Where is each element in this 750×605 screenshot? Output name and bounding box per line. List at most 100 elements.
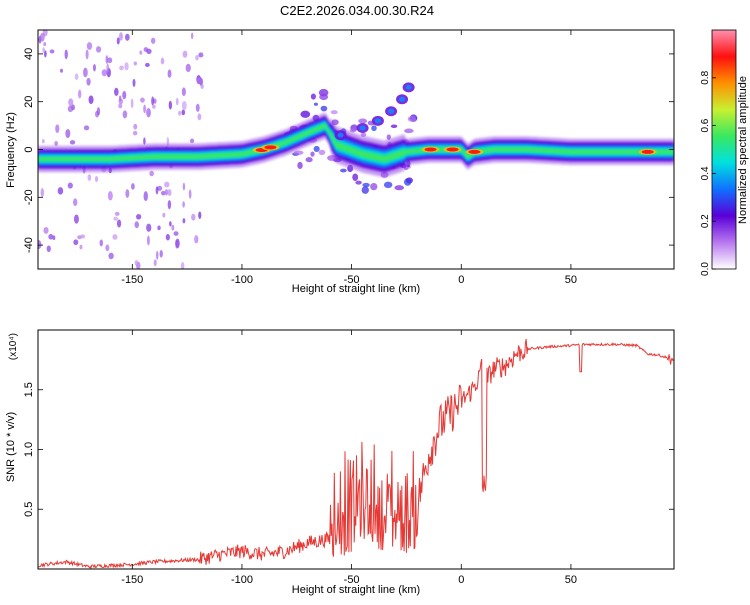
heatmap-noise-speckle — [124, 62, 129, 71]
heatmap-noise-speckle — [143, 104, 147, 114]
heatmap-noise-speckle — [160, 190, 166, 196]
spectrogram-x-axis-label: Height of straight line (km) — [292, 283, 420, 295]
heatmap-ridge-band — [38, 123, 674, 163]
heatmap-noise-speckle — [133, 123, 138, 130]
heatmap-noise-speckle — [69, 140, 76, 145]
heatmap-peak-core — [264, 145, 277, 150]
heatmap-noise-speckle — [151, 96, 155, 106]
heatmap-peak-core — [641, 149, 654, 154]
heatmap-noise-speckle — [46, 245, 51, 253]
heatmap-noise-speckle — [86, 42, 93, 50]
snr-x-tick-label: -100 — [231, 574, 253, 586]
heatmap-noise-speckle — [197, 77, 202, 84]
heatmap-noise-speckle — [195, 103, 200, 112]
figure-title: C2E2.2026.034.00.30.R24 — [280, 3, 434, 18]
heatmap-noise-speckle — [78, 89, 82, 99]
heatmap-noise-speckle — [87, 174, 92, 181]
heatmap-noise-speckle — [362, 182, 370, 188]
heatmap-noise-speckle — [164, 181, 170, 188]
heatmap-branch-core — [388, 108, 395, 114]
heatmap-noise-speckle — [371, 125, 377, 132]
heatmap-noise-speckle — [108, 252, 114, 260]
spectrogram-heat-layer — [38, 30, 674, 269]
heatmap-noise-speckle — [130, 98, 134, 109]
heatmap-noise-speckle — [340, 168, 347, 173]
spectrogram-y-tick-label: 20 — [23, 96, 35, 108]
heatmap-noise-speckle — [162, 212, 166, 218]
spectrogram-x-tick-label: 50 — [565, 274, 577, 286]
heatmap-noise-speckle — [390, 124, 398, 129]
snr-y-tick-label: 1.0 — [23, 442, 35, 457]
heatmap-noise-speckle — [64, 49, 68, 60]
heatmap-noise-speckle — [122, 110, 128, 119]
spectrogram-x-tick-label: 0 — [458, 274, 464, 286]
heatmap-noise-speckle — [189, 138, 195, 144]
heatmap-noise-speckle — [134, 259, 139, 266]
heatmap-noise-speckle — [136, 213, 142, 220]
heatmap-branch-core — [405, 84, 412, 90]
heatmap-noise-speckle — [313, 102, 318, 106]
heatmap-noise-speckle — [67, 182, 73, 189]
heatmap-noise-speckle — [146, 223, 152, 232]
heatmap-noise-speckle — [116, 37, 120, 45]
heatmap-branch-core — [399, 96, 406, 102]
heatmap-noise-speckle — [404, 128, 414, 134]
heatmap-noise-speckle — [181, 109, 186, 116]
heatmap-noise-speckle — [293, 150, 304, 155]
spectrogram-x-tick-label: -100 — [231, 274, 253, 286]
heatmap-peak-core — [424, 147, 437, 152]
heatmap-noise-speckle — [73, 214, 79, 224]
heatmap-noise-speckle — [165, 233, 170, 241]
heatmap-noise-speckle — [194, 235, 199, 244]
heatmap-noise-speckle — [150, 37, 156, 44]
spectrogram-x-ticks: -150 -100 -50 0 50 — [121, 30, 577, 286]
heatmap-noise-speckle — [300, 110, 311, 118]
snr-x-axis-label: Height of straight line (km) — [292, 584, 420, 596]
heatmap-noise-speckle — [106, 63, 110, 73]
heatmap-noise-speckle — [95, 46, 102, 53]
heatmap-noise-speckle — [114, 211, 120, 216]
heatmap-noise-speckle — [67, 105, 74, 113]
heatmap-noise-speckle — [132, 78, 136, 87]
heatmap-noise-speckle — [119, 65, 124, 71]
heatmap-noise-speckle — [394, 185, 404, 191]
heatmap-noise-speckle — [113, 216, 119, 221]
heatmap-noise-speckle — [200, 83, 204, 89]
heatmap-noise-speckle — [145, 62, 150, 68]
heatmap-noise-speckle — [310, 151, 315, 157]
heatmap-noise-speckle — [83, 125, 90, 131]
colorbar: 0.0 0.2 0.4 0.6 0.8 Normalized spectral ampl… — [700, 29, 749, 276]
heatmap-noise-speckle — [182, 182, 186, 191]
heatmap-noise-speckle — [146, 235, 150, 246]
heatmap-noise-speckle — [48, 233, 54, 240]
heatmap-noise-speckle — [181, 87, 186, 97]
heatmap-noise-speckle — [330, 110, 338, 115]
heatmap-noise-speckle — [80, 234, 86, 239]
heatmap-noise-speckle — [131, 183, 135, 190]
heatmap-noise-speckle — [313, 145, 320, 153]
heatmap-noise-speckle — [159, 250, 163, 258]
snr-series-group — [38, 338, 674, 569]
heatmap-noise-speckle — [39, 32, 45, 42]
heatmap-noise-speckle — [105, 244, 110, 252]
heatmap-noise-speckle — [85, 49, 89, 60]
heatmap-noise-speckle — [125, 189, 130, 198]
heatmap-noise-speckle — [169, 221, 172, 227]
snr-y-ticks: 0.5 1.0 1.5 — [23, 382, 674, 517]
heatmap-noise-speckle — [54, 140, 58, 146]
heatmap-noise-speckle — [318, 149, 326, 156]
spectrogram-y-axis-label: Frequency (Hz) — [5, 112, 17, 188]
heatmap-noise-speckle — [361, 186, 369, 194]
heatmap-noise-speckle — [310, 93, 316, 100]
snr-series-line — [38, 338, 674, 569]
heatmap-noise-speckle — [96, 107, 101, 116]
heatmap-noise-speckle — [175, 238, 180, 249]
heatmap-noise-speckle — [125, 33, 130, 41]
heatmap-peak-core — [468, 149, 481, 154]
heatmap-noise-speckle — [143, 137, 146, 145]
heatmap-noise-speckle — [164, 189, 169, 196]
heatmap-noise-speckle — [182, 50, 188, 58]
snr-plot-area — [38, 330, 674, 569]
heatmap-noise-speckle — [112, 234, 118, 240]
heatmap-noise-speckle — [349, 128, 357, 133]
